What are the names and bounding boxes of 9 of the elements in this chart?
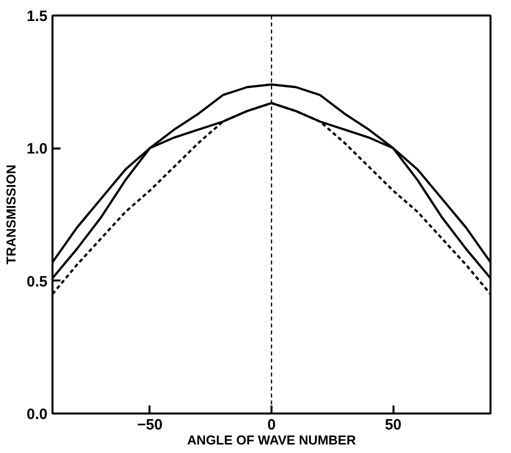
y-tick-label: 1.5 — [26, 8, 48, 25]
y-tick-label: 1.0 — [26, 140, 48, 158]
x-tick-label: 50 — [384, 416, 402, 434]
y-axis-title: TRANSMISSION — [4, 164, 19, 264]
x-tick-label: −50 — [137, 416, 163, 434]
x-axis-title: ANGLE OF WAVE NUMBER — [187, 432, 356, 448]
y-tick-label: 0.5 — [26, 273, 48, 290]
x-tick-label: 0 — [267, 416, 276, 434]
y-tick-label: 0.0 — [26, 406, 48, 423]
